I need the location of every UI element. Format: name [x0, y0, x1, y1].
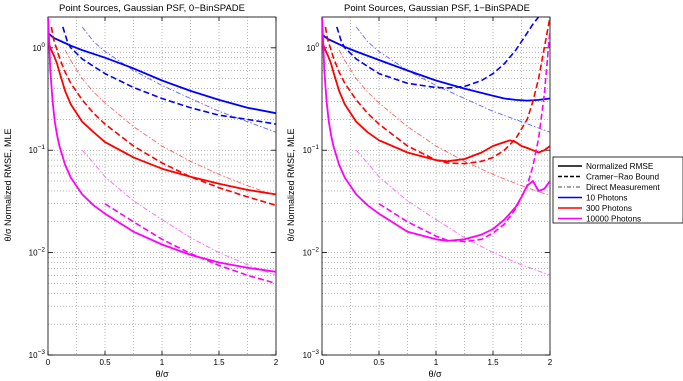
right-chart-panel: Point Sources, Gaussian PSF, 1−BinSPADE … [286, 3, 553, 379]
series-line-10-photons-cramer-rao-bound [336, 17, 540, 89]
y-tick-label: 10−1 [303, 144, 320, 155]
series-line-10-photons-direct-measurement [81, 26, 276, 133]
y-tick-label: 10−1 [29, 144, 46, 155]
grid [322, 16, 550, 355]
x-tick-label: 0.5 [373, 358, 385, 367]
series-line-10-photons-normalized-rmse [48, 32, 276, 115]
left-x-axis-label: θ/σ [155, 369, 169, 379]
left-y-axis-label: θ/σ Normalized RMSE, MLE [3, 128, 13, 241]
y-tick-label: 10−3 [303, 349, 320, 360]
series-line-300-photons-normalized-rmse [48, 39, 276, 196]
legend-label: Normalized RMSE [586, 162, 654, 171]
right-y-axis-label: θ/σ Normalized RMSE, MLE [286, 128, 296, 241]
series-line-300-photons-cramer-rao-bound [50, 26, 276, 207]
series-line-300-photons-direct-measurement [338, 49, 550, 197]
y-tick-label: 100 [306, 42, 319, 53]
x-tick-label: 0 [46, 358, 51, 367]
legend-label: 300 Photons [586, 204, 632, 213]
x-tick-label: 1 [160, 358, 165, 367]
y-tick-label: 10−2 [303, 247, 320, 258]
legend-box [552, 156, 683, 224]
series-line-300-photons-cramer-rao-bound [324, 17, 550, 165]
series-group [322, 17, 550, 276]
x-tick-label: 0 [320, 358, 325, 367]
x-tick-label: 2 [274, 358, 279, 367]
series-group [48, 17, 276, 285]
x-tick-label: 1 [434, 358, 439, 367]
right-plot-area: 0 0.5 1 1.5 2 10−3 10−2 10−1 100 [303, 16, 553, 367]
legend-label: 10000 Photons [586, 215, 641, 224]
grid [48, 16, 276, 355]
series-line-10-photons-normalized-rmse [322, 33, 550, 102]
legend-label: 10 Photons [586, 194, 627, 203]
series-line-10-photons-cramer-rao-bound [62, 26, 276, 125]
legend-label: Direct Measurement [586, 183, 660, 192]
right-x-axis-label: θ/σ [428, 369, 442, 379]
x-tick-label: 1.5 [487, 358, 499, 367]
series-line-10000-photons-direct-measurement [355, 149, 550, 276]
legend-label: Cramer−Rao Bound [586, 173, 659, 182]
left-chart-panel: Point Sources, Gaussian PSF, 0−BinSPADE … [3, 3, 279, 379]
x-tick-label: 1.5 [213, 358, 225, 367]
left-chart-title: Point Sources, Gaussian PSF, 0−BinSPADE [59, 3, 245, 14]
left-plot-area: 0 0.5 1 1.5 2 10−3 10−2 10−1 100 [29, 16, 279, 367]
series-line-300-photons-direct-measurement [64, 49, 276, 197]
x-tick-label: 2 [548, 358, 553, 367]
y-tick-label: 10−3 [29, 349, 46, 360]
series-line-10-photons-direct-measurement [355, 26, 550, 133]
y-tick-label: 100 [32, 42, 45, 53]
series-line-300-photons-normalized-rmse [322, 39, 550, 163]
right-chart-title: Point Sources, Gaussian PSF, 1−BinSPADE [344, 3, 530, 14]
y-tick-label: 10−2 [29, 247, 46, 258]
x-tick-label: 0.5 [99, 358, 111, 367]
series-line-10000-photons-direct-measurement [81, 149, 276, 276]
series-line-10000-photons-cramer-rao-bound [378, 29, 550, 243]
